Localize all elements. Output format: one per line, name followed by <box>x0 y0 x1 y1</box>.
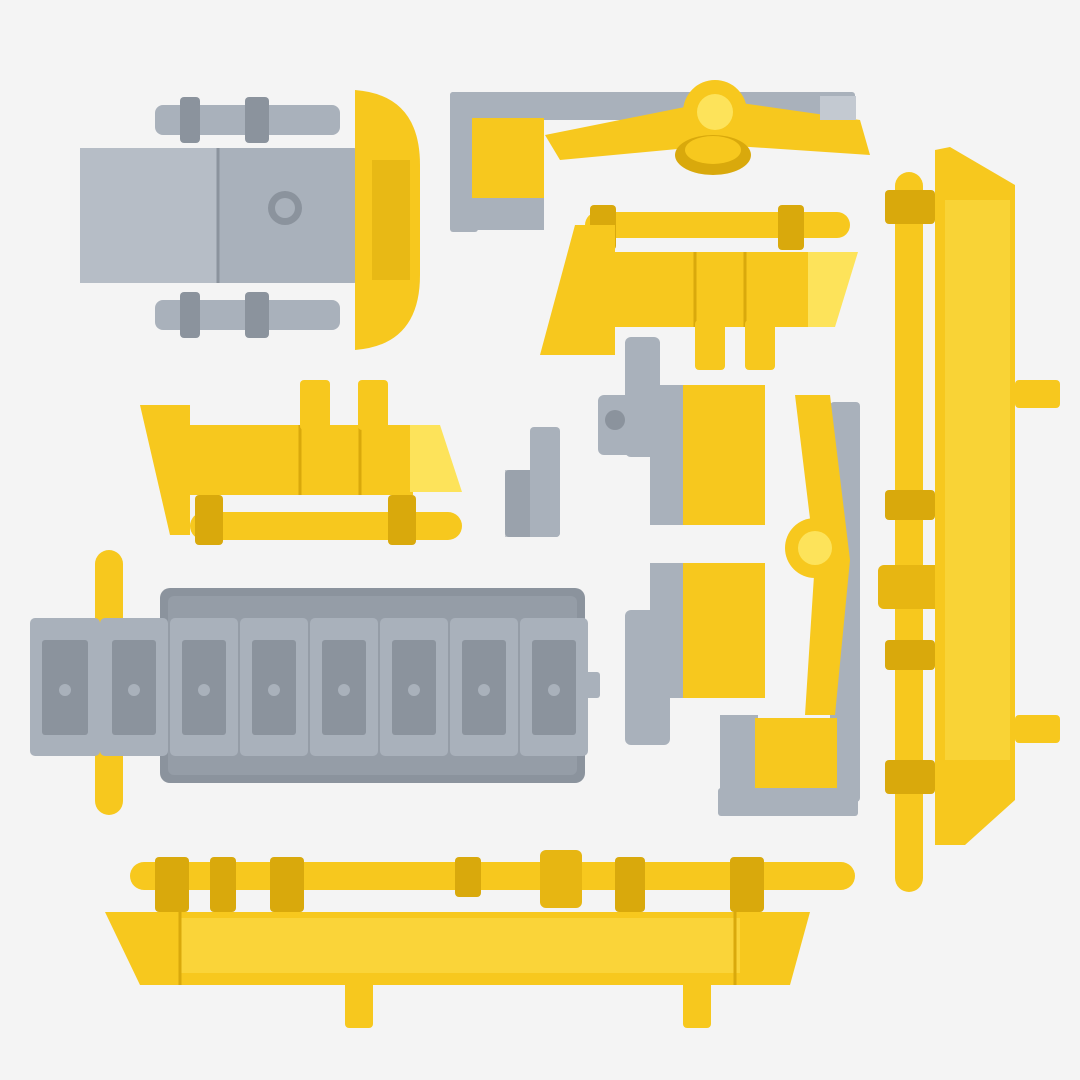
tall-yellow-vertical-rail <box>878 147 1060 892</box>
clip <box>240 618 308 756</box>
clip <box>30 618 100 756</box>
clip <box>310 618 378 756</box>
small-grey-bracket <box>505 427 560 537</box>
clip <box>100 618 168 756</box>
clip <box>380 618 448 756</box>
left-yellow-rail-section <box>140 380 462 545</box>
clip <box>170 618 238 756</box>
grey-block-with-pins <box>80 90 420 350</box>
clip <box>520 618 588 756</box>
clip-grey-yellow-panel <box>598 337 765 525</box>
upper-yellow-rail-section <box>540 205 858 370</box>
long-bottom-yellow-rail <box>105 850 855 1028</box>
lever-arm-assembly <box>450 80 870 232</box>
grey-yellow-panel-with-arm <box>625 395 860 816</box>
clip <box>450 618 518 756</box>
grey-plate-with-clips <box>30 550 600 815</box>
